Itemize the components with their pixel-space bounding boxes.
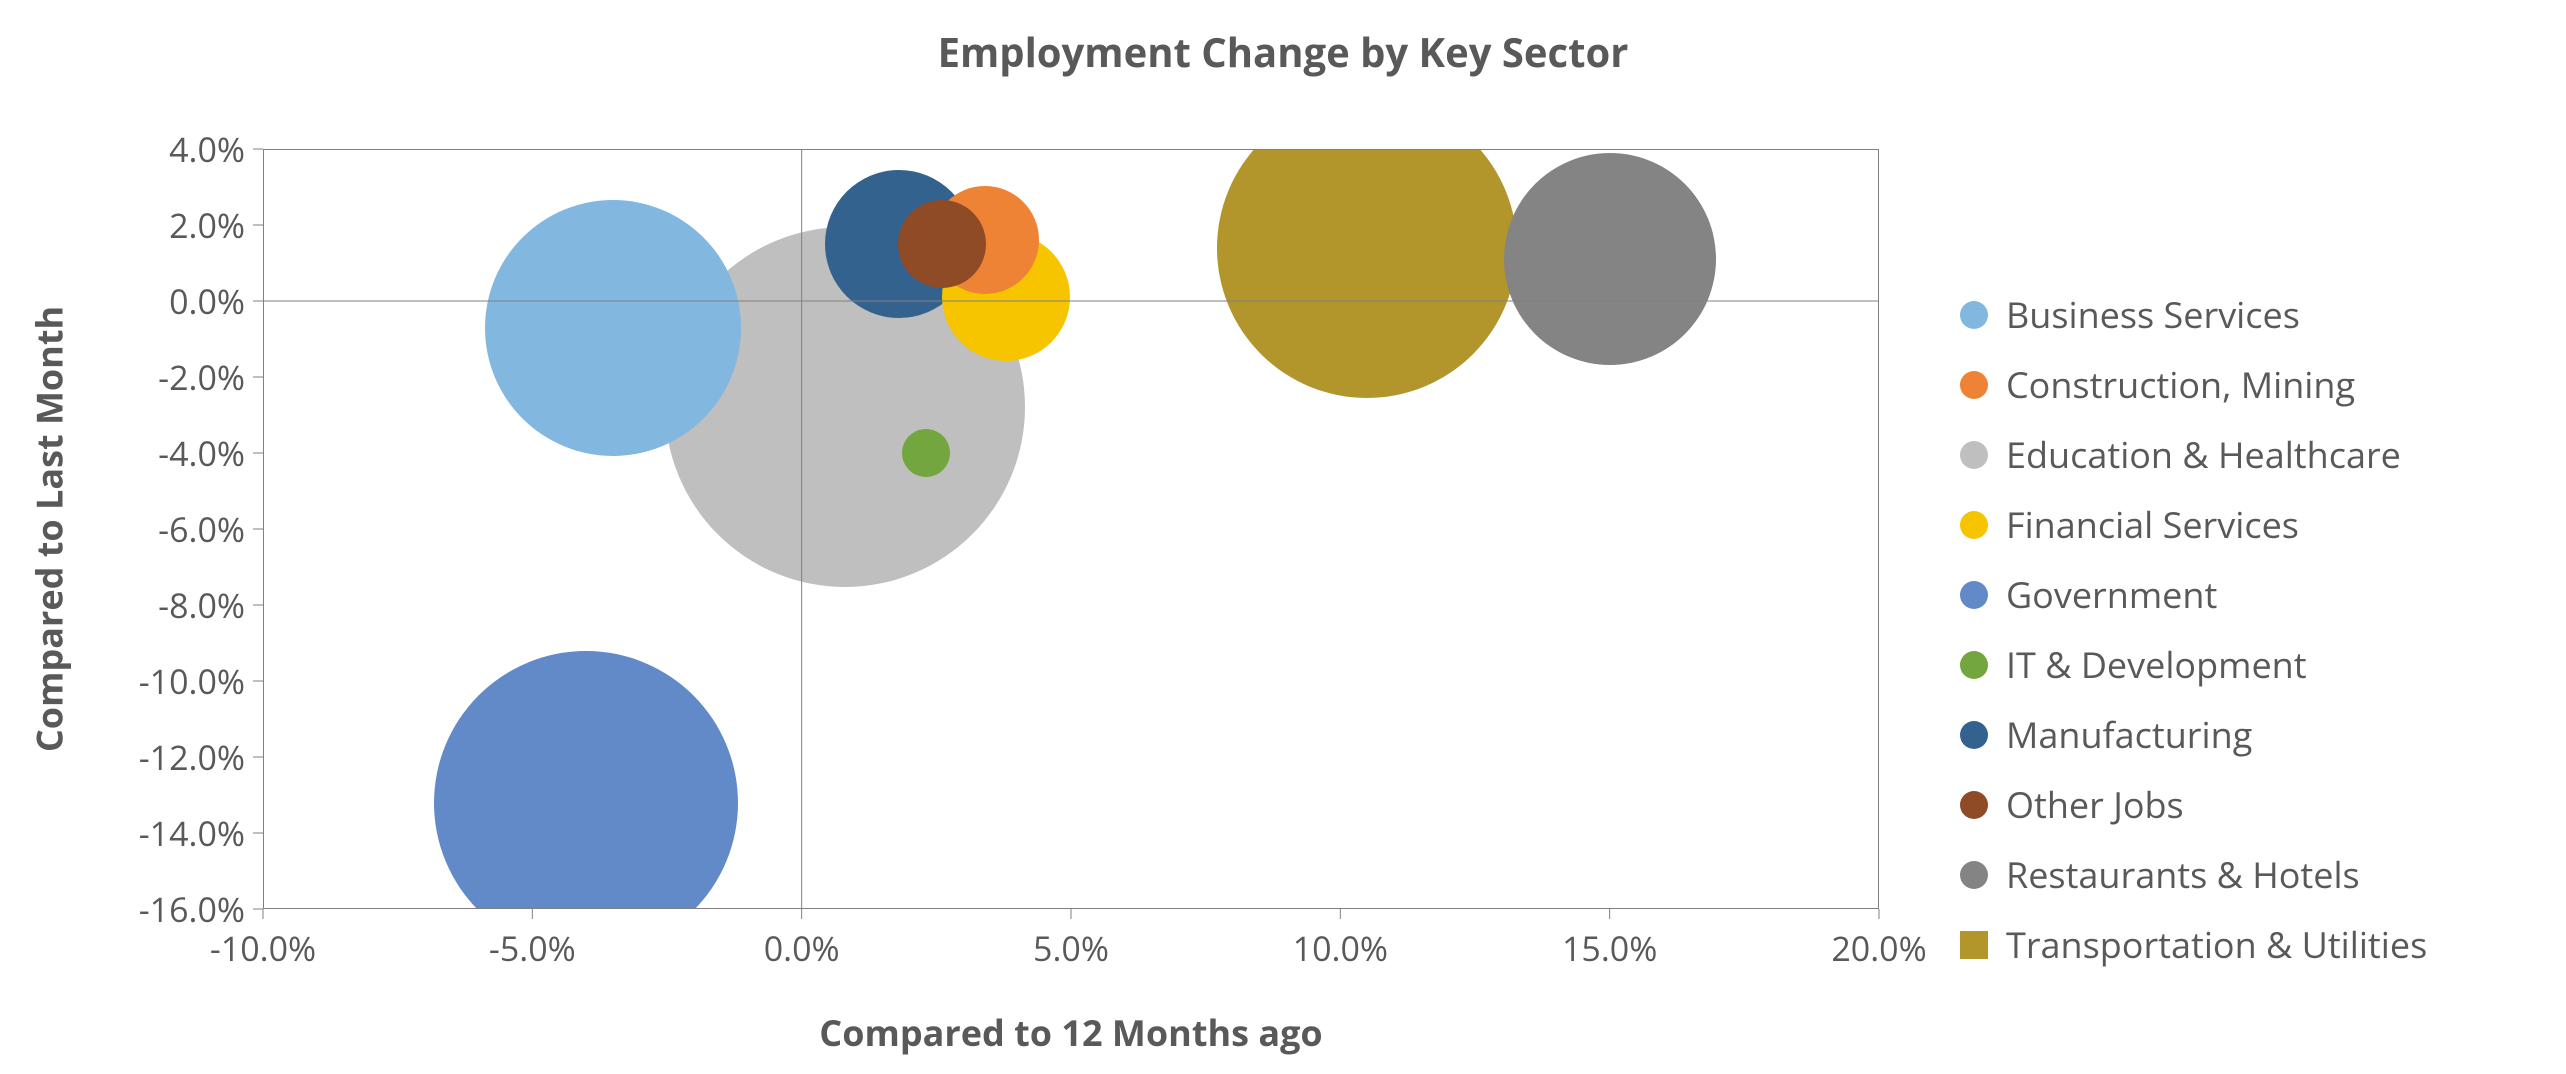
bubble-it_development (902, 429, 950, 477)
y-tick-label: 4.0% (169, 126, 245, 172)
legend-swatch-icon (1960, 721, 1988, 749)
legend-label: Financial Services (2006, 500, 2299, 549)
bubble-transportation_utilities (1217, 149, 1517, 398)
legend-label: Education & Healthcare (2006, 430, 2401, 479)
legend-label: Other Jobs (2006, 780, 2184, 829)
chart-root: Employment Change by Key Sector -10.0% -5… (0, 0, 2566, 1074)
x-axis-label: Compared to 12 Months ago (819, 1008, 1322, 1057)
y-tick-label: -16.0% (139, 886, 245, 932)
legend-item-other_jobs: Other Jobs (1960, 780, 2184, 829)
y-tick-label: -4.0% (158, 430, 245, 476)
bubble-restaurants_hotels (1504, 153, 1716, 365)
bubble-government (434, 651, 738, 909)
legend-label: Construction, Mining (2006, 360, 2355, 409)
legend-label: Business Services (2006, 290, 2300, 339)
y-tick-label: 2.0% (169, 202, 245, 248)
legend-swatch-icon (1960, 651, 1988, 679)
x-tick-label: 5.0% (1033, 925, 1109, 971)
y-tick-label: 0.0% (169, 278, 245, 324)
legend-item-manufacturing: Manufacturing (1960, 710, 2252, 759)
x-tick-label: 0.0% (764, 925, 840, 971)
legend-label: Government (2006, 570, 2217, 619)
legend-item-restaurants_hotels: Restaurants & Hotels (1960, 850, 2360, 899)
y-axis-label: Compared to Last Month (25, 306, 74, 752)
legend-item-it_development: IT & Development (1960, 640, 2307, 689)
y-tick-label: -10.0% (139, 658, 245, 704)
bubble-business_services (485, 200, 741, 456)
legend-swatch-icon (1960, 791, 1988, 819)
legend-item-business_services: Business Services (1960, 290, 2300, 339)
y-tick-label: -14.0% (139, 810, 245, 856)
bubble-other_jobs (898, 200, 986, 288)
legend-swatch-icon (1960, 861, 1988, 889)
legend-item-education_healthcare: Education & Healthcare (1960, 430, 2401, 479)
legend-swatch-icon (1960, 931, 1988, 959)
legend-swatch-icon (1960, 441, 1988, 469)
plot-area (263, 149, 1879, 909)
legend-label: Transportation & Utilities (2006, 920, 2427, 969)
legend-label: Restaurants & Hotels (2006, 850, 2360, 899)
chart-title: Employment Change by Key Sector (0, 24, 2566, 79)
y-tick-label: -6.0% (158, 506, 245, 552)
legend-swatch-icon (1960, 371, 1988, 399)
legend-item-government: Government (1960, 570, 2217, 619)
legend-item-financial_services: Financial Services (1960, 500, 2299, 549)
legend-label: IT & Development (2006, 640, 2307, 689)
legend-swatch-icon (1960, 511, 1988, 539)
y-tick-label: -12.0% (139, 734, 245, 780)
legend-item-construction_mining: Construction, Mining (1960, 360, 2355, 409)
legend-label: Manufacturing (2006, 710, 2252, 759)
x-tick-label: -5.0% (489, 925, 576, 971)
x-tick-label: 20.0% (1831, 925, 1926, 971)
legend-item-transportation_utilities: Transportation & Utilities (1960, 920, 2427, 969)
y-tick-label: -8.0% (158, 582, 245, 628)
x-tick-label: 15.0% (1562, 925, 1657, 971)
y-tick-label: -2.0% (158, 354, 245, 400)
legend-swatch-icon (1960, 581, 1988, 609)
x-tick-label: 10.0% (1293, 925, 1388, 971)
legend-swatch-icon (1960, 301, 1988, 329)
